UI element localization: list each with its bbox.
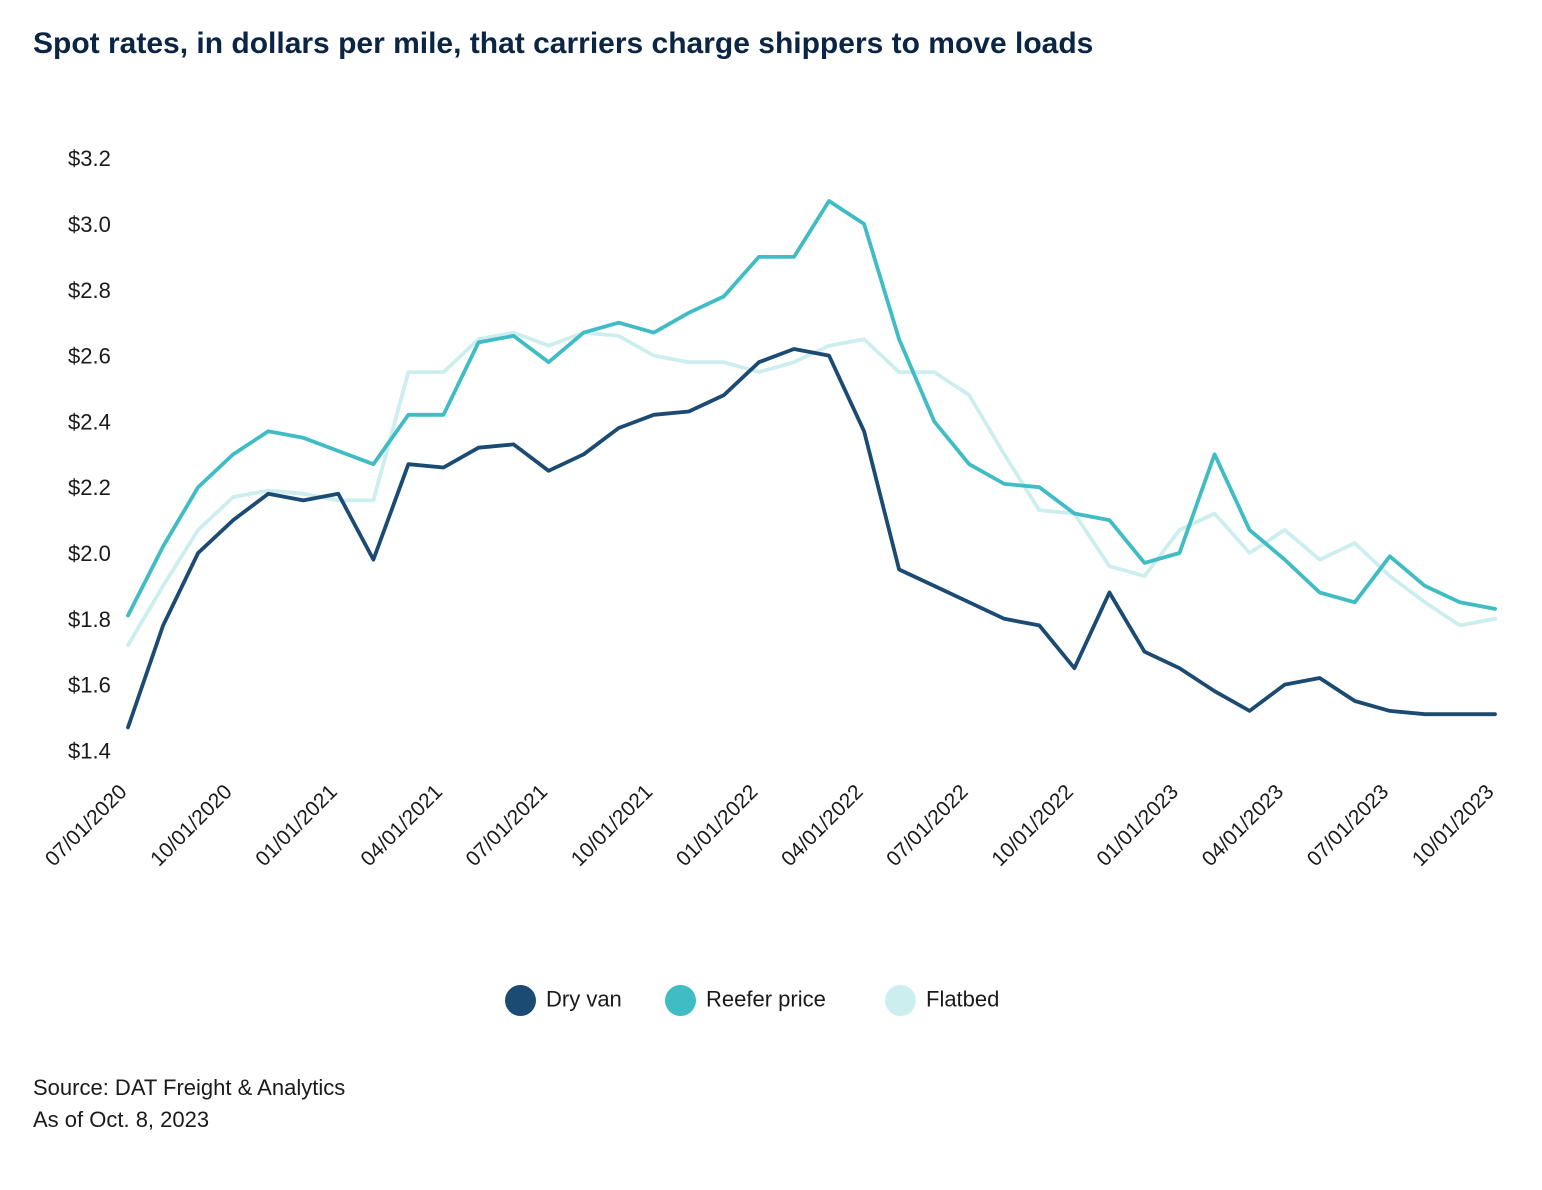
svg-text:$2.2: $2.2 (68, 475, 111, 500)
svg-text:04/01/2023: 04/01/2023 (1198, 780, 1289, 871)
svg-text:01/01/2021: 01/01/2021 (251, 780, 342, 871)
svg-text:$3.2: $3.2 (68, 146, 111, 171)
svg-text:$1.4: $1.4 (68, 738, 111, 763)
svg-text:01/01/2022: 01/01/2022 (672, 780, 763, 871)
svg-text:04/01/2021: 04/01/2021 (356, 780, 447, 871)
svg-text:$3.0: $3.0 (68, 212, 111, 237)
svg-text:$2.6: $2.6 (68, 344, 111, 369)
svg-text:04/01/2022: 04/01/2022 (777, 780, 868, 871)
svg-text:10/01/2022: 10/01/2022 (987, 780, 1078, 871)
svg-text:07/01/2021: 07/01/2021 (462, 780, 553, 871)
svg-text:01/01/2023: 01/01/2023 (1092, 780, 1183, 871)
svg-text:07/01/2022: 07/01/2022 (882, 780, 973, 871)
svg-text:10/01/2021: 10/01/2021 (567, 780, 658, 871)
svg-text:$1.6: $1.6 (68, 673, 111, 698)
svg-text:10/01/2020: 10/01/2020 (146, 780, 237, 871)
svg-text:07/01/2020: 07/01/2020 (41, 780, 132, 871)
svg-text:$2.4: $2.4 (68, 409, 111, 434)
svg-text:$2.0: $2.0 (68, 541, 111, 566)
svg-text:$2.8: $2.8 (68, 278, 111, 303)
svg-text:10/01/2023: 10/01/2023 (1408, 780, 1499, 871)
svg-text:$1.8: $1.8 (68, 607, 111, 632)
svg-text:07/01/2023: 07/01/2023 (1303, 780, 1394, 871)
